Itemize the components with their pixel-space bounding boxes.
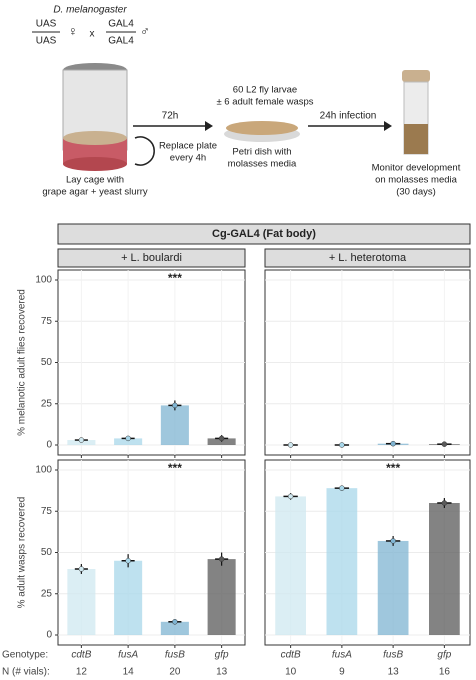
significance: *** <box>168 461 182 475</box>
x-tick-label: cdtB <box>71 650 91 661</box>
vial-label: on molasses media <box>375 175 458 186</box>
strip-box <box>57 248 246 268</box>
loop <box>134 136 155 166</box>
x-tick-label: gfp <box>215 650 229 661</box>
mean-dot <box>287 493 294 500</box>
bar <box>160 621 189 635</box>
male-top: GAL4 <box>108 19 134 30</box>
x-tick-label: fusA <box>118 650 138 661</box>
y-tick-label: 75 <box>41 506 53 517</box>
y-tick-label: 75 <box>41 316 53 327</box>
arrow-head <box>384 121 392 131</box>
strip-label: + L. heterotoma <box>329 252 407 264</box>
y-axis-label: % melanotic adult flies recovered <box>17 289 28 436</box>
y-tick-label: 100 <box>35 275 52 286</box>
n-value: 12 <box>76 667 88 678</box>
mean-dot <box>125 435 131 442</box>
male-bottom: GAL4 <box>108 36 134 47</box>
y-tick-label: 0 <box>46 630 52 641</box>
mean-dot <box>172 402 178 409</box>
strip-label: + L. boulardi <box>121 252 182 264</box>
mean-dot <box>339 485 345 491</box>
arrow-head <box>205 121 213 131</box>
mean-dot <box>339 442 345 448</box>
bar <box>275 496 306 635</box>
y-tick-label: 0 <box>46 440 52 451</box>
bar <box>67 569 96 635</box>
bar <box>114 438 143 445</box>
significance: *** <box>386 461 400 475</box>
n-value: 13 <box>388 667 400 678</box>
n-value: 13 <box>216 667 228 678</box>
step1-time: 72h <box>162 111 179 122</box>
x-tick-label: fusB <box>165 650 185 661</box>
y-axis-label: % adult wasps recovered <box>17 497 28 609</box>
cage-label: grape agar + yeast slurry <box>42 187 148 198</box>
mean-dot <box>390 440 396 447</box>
dish-top: ± 6 adult female wasps <box>216 97 313 108</box>
x-tick-label: cdtB <box>281 650 301 661</box>
strip-box <box>264 248 471 268</box>
mean-dot <box>125 558 131 564</box>
schematic: D. melanogaster UAS UAS ♀ x GAL4 GAL4 ♂ … <box>32 5 461 198</box>
n-value: 20 <box>169 667 181 678</box>
cross: x <box>90 29 95 40</box>
n-value: 9 <box>339 667 345 678</box>
mean-dot <box>441 500 448 506</box>
dish-top: 60 L2 fly larvae <box>233 85 297 96</box>
y-tick-label: 50 <box>41 357 53 368</box>
bar <box>160 405 189 445</box>
x-tick-label: gfp <box>437 650 451 661</box>
vial-label: Monitor development <box>372 163 461 174</box>
mean-dot <box>441 441 448 447</box>
mean-dot <box>218 556 225 562</box>
cage-base <box>63 157 127 171</box>
vial-plug <box>402 70 430 82</box>
dish-label: Petri dish with <box>232 147 291 158</box>
mean-dot <box>172 619 178 625</box>
female-top: UAS <box>36 19 57 30</box>
dish-media <box>226 121 298 135</box>
facet-header-box <box>57 223 471 245</box>
mean-dot <box>390 538 396 544</box>
bar <box>377 540 409 635</box>
female-bottom: UAS <box>36 36 57 47</box>
bar <box>114 560 143 635</box>
n-value: 10 <box>285 667 297 678</box>
genotype-label: Genotype: <box>2 650 48 661</box>
x-tick-label: fusA <box>332 650 352 661</box>
vial-label: (30 days) <box>396 187 436 198</box>
y-tick-label: 100 <box>35 465 52 476</box>
n-value: 16 <box>439 667 451 678</box>
female-symbol: ♀ <box>68 23 78 38</box>
dish-label: molasses media <box>228 159 297 170</box>
vial-media <box>404 124 428 154</box>
mean-dot <box>218 435 225 442</box>
significance: *** <box>168 271 182 285</box>
step1-note: Replace plate <box>159 141 217 152</box>
agar <box>63 131 127 145</box>
x-tick-label: fusB <box>383 650 403 661</box>
mean-dot <box>287 442 294 448</box>
cage-label: Lay cage with <box>66 175 124 186</box>
y-tick-label: 25 <box>41 588 53 599</box>
y-tick-label: 25 <box>41 398 53 409</box>
mean-dot <box>78 437 85 443</box>
bar <box>207 559 236 635</box>
bar <box>429 503 460 635</box>
facet-header: Cg-GAL4 (Fat body) <box>212 228 316 240</box>
step2-time: 24h infection <box>320 111 377 122</box>
bar <box>326 488 358 635</box>
mean-dot <box>78 566 85 572</box>
species: D. melanogaster <box>53 5 127 16</box>
step1-note: every 4h <box>170 153 206 164</box>
male-symbol: ♂ <box>140 23 150 38</box>
n-value: 14 <box>123 667 135 678</box>
y-tick-label: 50 <box>41 547 53 558</box>
n-label: N (# vials): <box>2 667 50 678</box>
